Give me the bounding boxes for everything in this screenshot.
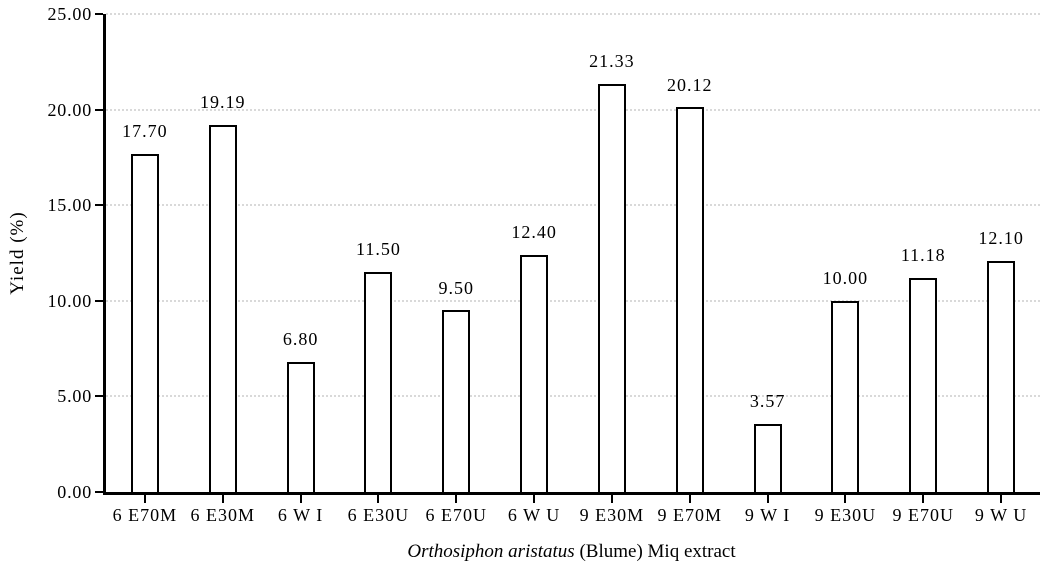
x-axis-tick bbox=[922, 492, 925, 503]
bar bbox=[364, 272, 393, 492]
gridline bbox=[106, 13, 1040, 15]
bar bbox=[753, 423, 782, 492]
x-axis-tick bbox=[766, 492, 769, 503]
x-category-label: 9 E30U bbox=[814, 505, 877, 525]
x-category-label: 9 W I bbox=[744, 505, 791, 525]
x-category-label: 6 E30M bbox=[190, 505, 255, 525]
gridline bbox=[106, 299, 1040, 302]
y-tick-label: 5.00 bbox=[57, 386, 92, 407]
y-axis-title: Yield (%) bbox=[7, 211, 28, 295]
bar bbox=[831, 300, 860, 492]
x-category-label: 9 E70M bbox=[657, 505, 722, 525]
bar-value-label: 19.19 bbox=[200, 92, 246, 113]
x-category-label: 6 E70M bbox=[112, 505, 178, 525]
bar-value-label: 17.70 bbox=[122, 120, 168, 141]
bar bbox=[909, 278, 938, 492]
x-axis-tick bbox=[143, 492, 146, 503]
x-axis-tick bbox=[299, 492, 302, 503]
y-tick-label: 15.00 bbox=[47, 195, 92, 216]
bar-value-label: 9.50 bbox=[438, 277, 474, 298]
x-axis-title-rest: (Blume) Miq extract bbox=[574, 541, 736, 562]
y-axis-tick bbox=[95, 299, 103, 302]
x-axis-tick bbox=[377, 492, 380, 503]
bar-value-label: 6.80 bbox=[282, 329, 319, 350]
plot-area: 0.00 5.00 10.00 15.00 20.00 25.00 17.70 6 E70M 1… bbox=[48, 5, 1040, 525]
x-category-label: 9 W U bbox=[974, 505, 1028, 525]
bar-value-label: 12.10 bbox=[978, 227, 1024, 248]
x-category-label: 6 W I bbox=[277, 505, 324, 525]
x-axis-title-species: Orthosiphon aristatus bbox=[407, 541, 575, 562]
bar-value-label: 3.57 bbox=[749, 390, 786, 411]
bar-value-label: 20.12 bbox=[667, 74, 713, 95]
bar-value-label: 11.18 bbox=[900, 245, 946, 266]
y-tick-label: 25.00 bbox=[47, 4, 92, 24]
bar bbox=[286, 361, 315, 492]
bar bbox=[520, 254, 549, 492]
x-axis-title: Orthosiphon aristatus (Blume) Miq extrac… bbox=[103, 541, 1040, 563]
y-axis-tick bbox=[95, 108, 103, 111]
y-tick-label: 0.00 bbox=[57, 482, 92, 502]
bar-value-label: 11.50 bbox=[355, 239, 401, 260]
x-category-label: 9 E70U bbox=[892, 505, 954, 525]
bar bbox=[597, 84, 626, 492]
y-tick-label: 20.00 bbox=[47, 99, 92, 120]
x-axis-tick bbox=[1000, 492, 1003, 503]
y-axis-tick bbox=[95, 204, 103, 207]
x-axis-tick bbox=[533, 492, 536, 503]
x-category-label: 6 E70U bbox=[425, 505, 487, 525]
gridline bbox=[106, 108, 1040, 111]
bar-value-label: 10.00 bbox=[822, 268, 869, 289]
x-axis-tick bbox=[688, 492, 691, 503]
x-category-label: 6 E30U bbox=[347, 505, 410, 525]
gridline bbox=[106, 204, 1040, 207]
bar-value-label: 12.40 bbox=[511, 222, 557, 243]
y-tick-label: 10.00 bbox=[47, 290, 92, 311]
bar bbox=[442, 310, 471, 492]
y-axis-tick bbox=[95, 13, 103, 15]
bar bbox=[208, 125, 237, 492]
bar bbox=[675, 107, 704, 492]
x-axis-tick bbox=[455, 492, 458, 503]
bar bbox=[987, 260, 1016, 492]
x-axis-tick bbox=[610, 492, 613, 503]
bar-value-label: 21.33 bbox=[589, 51, 635, 72]
x-axis-tick bbox=[844, 492, 847, 503]
bar bbox=[130, 153, 159, 492]
y-axis-tick bbox=[95, 491, 103, 493]
gridline bbox=[106, 395, 1040, 398]
y-axis-tick bbox=[95, 395, 103, 398]
x-category-label: 6 W U bbox=[507, 505, 561, 525]
x-category-label: 9 E30M bbox=[579, 505, 645, 525]
x-axis-tick bbox=[221, 492, 224, 503]
